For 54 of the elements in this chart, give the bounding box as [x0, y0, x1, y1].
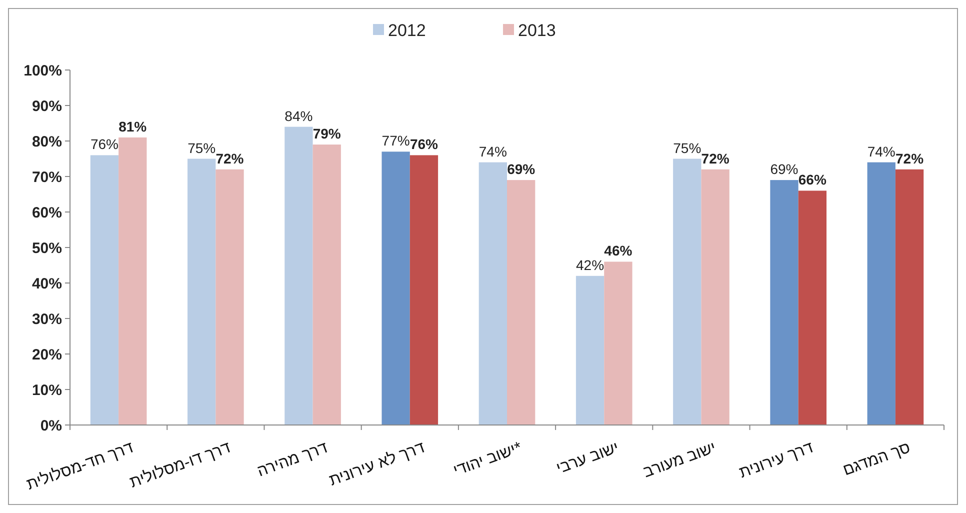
x-tick-label: ישוב יהודי* [451, 439, 524, 480]
x-tick-label: דרך עירונית [737, 439, 816, 482]
y-tick-label: 100% [24, 62, 62, 80]
data-label: 79% [312, 126, 342, 142]
data-label: 74% [478, 143, 507, 160]
bar [604, 262, 632, 425]
data-label: 46% [604, 242, 633, 259]
data-label: 84% [284, 108, 313, 124]
y-tick-label: 60% [32, 204, 62, 222]
y-tick-label: 0% [40, 417, 62, 434]
data-label: 72% [896, 150, 924, 166]
y-tick-label: 20% [32, 346, 62, 364]
data-label: 69% [770, 161, 798, 178]
bar [188, 158, 216, 425]
bar [673, 158, 702, 425]
data-label: 66% [798, 172, 827, 188]
bar [216, 169, 244, 425]
x-tick-label: סך המדגם [840, 439, 913, 480]
data-label: 74% [867, 143, 896, 160]
y-tick-label: 30% [32, 310, 62, 328]
bar [576, 276, 604, 425]
bar [90, 155, 119, 425]
y-tick-label: 10% [32, 382, 62, 399]
data-label: 77% [382, 132, 410, 149]
y-tick-label: 80% [32, 133, 62, 150]
data-label: 42% [576, 256, 604, 273]
legend-label: 2013 [518, 20, 556, 40]
data-label: 75% [188, 140, 216, 156]
data-label: 81% [118, 118, 148, 134]
data-label: 75% [673, 140, 702, 156]
bar [312, 144, 341, 425]
y-tick-label: 40% [32, 275, 62, 292]
legend-label: 2012 [388, 20, 426, 40]
data-label: 76% [90, 136, 118, 152]
bar [507, 180, 536, 425]
data-label: 72% [216, 150, 244, 166]
bar [478, 162, 507, 425]
bar [701, 169, 730, 425]
bar [118, 137, 147, 425]
data-label: 69% [507, 161, 536, 178]
y-tick-label: 90% [32, 98, 62, 115]
y-tick-label: 50% [32, 240, 62, 257]
data-label: 72% [701, 150, 730, 166]
x-tick-label: ישוב מעורב [641, 439, 718, 482]
x-tick-label: ישוב ערבי [554, 439, 622, 478]
bar [770, 180, 798, 425]
y-tick-label: 70% [32, 168, 62, 186]
bar [867, 162, 896, 425]
bar [284, 126, 313, 425]
bar [410, 155, 438, 425]
bar [382, 152, 410, 425]
data-label: 76% [410, 136, 439, 152]
bar [798, 190, 826, 425]
bar [895, 169, 924, 425]
